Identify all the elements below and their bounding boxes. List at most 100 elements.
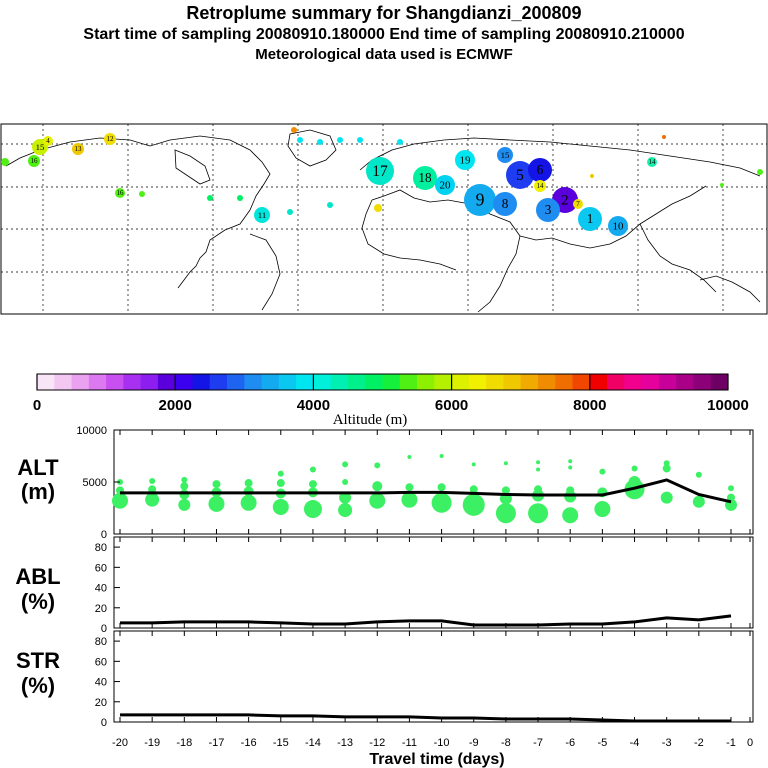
plume-marker-label: 7 <box>576 200 580 208</box>
altitude-dot <box>401 491 418 508</box>
colorbar-cell <box>227 374 245 390</box>
plume-marker <box>374 204 382 212</box>
x-tick-label: -15 <box>273 737 289 749</box>
plume-marker-label: 14 <box>649 158 657 166</box>
colorbar-cell <box>658 374 677 390</box>
altitude-dot <box>662 464 671 473</box>
altitude-dot <box>471 462 476 467</box>
plume-marker <box>254 207 270 223</box>
plume-marker <box>493 192 517 216</box>
altitude-dot <box>212 480 221 489</box>
altitude-dot <box>628 476 641 488</box>
plume-marker-label: 18 <box>418 170 432 185</box>
x-tick-label: -5 <box>597 737 607 749</box>
x-tick-label: -4 <box>630 737 640 749</box>
colorbar-cell <box>209 374 228 390</box>
abl-panel-frame <box>113 536 754 629</box>
altitude-dot <box>338 503 353 518</box>
met-data-note: Meteorological data used is ECMWF <box>255 46 513 63</box>
altitude-dot <box>243 486 254 497</box>
plume-marker <box>590 174 594 178</box>
plume-marker <box>297 137 303 143</box>
y-tick-label: 60 <box>95 562 107 574</box>
plume-marker-label: 1 <box>587 211 594 226</box>
x-tick-label: -9 <box>469 737 479 749</box>
altitude-dot <box>727 493 735 502</box>
x-tick-label: -2 <box>694 737 704 749</box>
plume-marker <box>317 139 323 145</box>
plume-marker <box>497 147 513 163</box>
plume-marker-label: 19 <box>460 155 472 167</box>
altitude-dot <box>148 485 157 494</box>
plume-marker-label: 20 <box>440 180 452 192</box>
altitude-dot <box>568 465 573 470</box>
alt-label: ALT <box>17 455 59 480</box>
plume-marker <box>720 183 724 187</box>
colorbar-cell <box>434 374 452 390</box>
plume-marker <box>43 136 53 146</box>
plume-marker <box>1 158 9 166</box>
y-tick-label: 5000 <box>83 477 107 489</box>
altitude-dot <box>568 459 573 464</box>
altitude-dot <box>277 470 284 477</box>
colorbar-cell <box>710 374 729 390</box>
altitude-dot <box>309 466 316 473</box>
y-tick-label: 10000 <box>76 425 107 437</box>
altitude-dot <box>342 479 349 485</box>
plume-marker <box>578 207 602 231</box>
plume-marker-label: 5 <box>516 167 524 184</box>
y-tick-label: 40 <box>95 583 107 595</box>
plume-marker-label: 8 <box>502 196 509 211</box>
plume-marker <box>104 133 116 145</box>
plume-marker-label: 14 <box>537 182 545 190</box>
colorbar-tick-label: 4000 <box>297 397 330 414</box>
altitude-dot <box>240 494 257 511</box>
altitude-dot <box>303 500 322 519</box>
colorbar-cell <box>641 374 660 390</box>
plume-marker <box>291 127 297 133</box>
x-axis-label: Travel time (days) <box>369 751 504 768</box>
colorbar-tick-label: 10000 <box>707 397 749 414</box>
x-tick-label: -14 <box>305 737 321 749</box>
colorbar-cell <box>244 374 262 390</box>
plume-marker <box>536 198 560 222</box>
str-unit: (%) <box>21 673 55 698</box>
plume-marker <box>506 161 534 189</box>
coastlines <box>5 129 761 313</box>
altitude-dot <box>469 485 478 494</box>
x-tick-label: -13 <box>337 737 353 749</box>
altitude-dot <box>462 493 485 516</box>
colorbar-tick-label: 6000 <box>435 397 468 414</box>
colorbar-cell <box>503 374 522 390</box>
x-tick-label: -16 <box>241 737 257 749</box>
altitude-dot <box>276 479 285 488</box>
plume-marker-label: 10 <box>613 221 625 233</box>
altitude-dot <box>437 483 446 492</box>
plume-marker <box>115 188 125 198</box>
y-tick-label: 80 <box>95 542 107 554</box>
altitude-dot <box>272 498 289 515</box>
y-tick-label: 60 <box>95 656 107 668</box>
alt-unit: (m) <box>21 479 55 504</box>
altitude-dot <box>692 495 705 508</box>
plume-marker <box>327 202 333 208</box>
chart-title: Retroplume summary for Shangdianzi_20080… <box>186 3 582 23</box>
altitude-dot <box>178 498 191 511</box>
altitude-dot <box>562 507 579 524</box>
colorbar-cell <box>88 374 107 390</box>
colorbar-cell <box>296 374 314 390</box>
x-tick-label: -7 <box>533 737 543 749</box>
colorbar-label: Altitude (m) <box>333 412 408 428</box>
colorbar-cell <box>106 374 124 390</box>
plume-marker <box>287 209 293 215</box>
y-tick-label: 80 <box>95 636 107 648</box>
str-label: STR <box>16 648 60 673</box>
plume-marker-label: 16 <box>31 157 39 165</box>
altitude-dot <box>149 477 156 484</box>
altitude-dot <box>663 460 670 467</box>
altitude-dot <box>112 492 128 509</box>
plume-marker-label: 17 <box>372 163 388 180</box>
altitude-dot <box>566 486 575 495</box>
